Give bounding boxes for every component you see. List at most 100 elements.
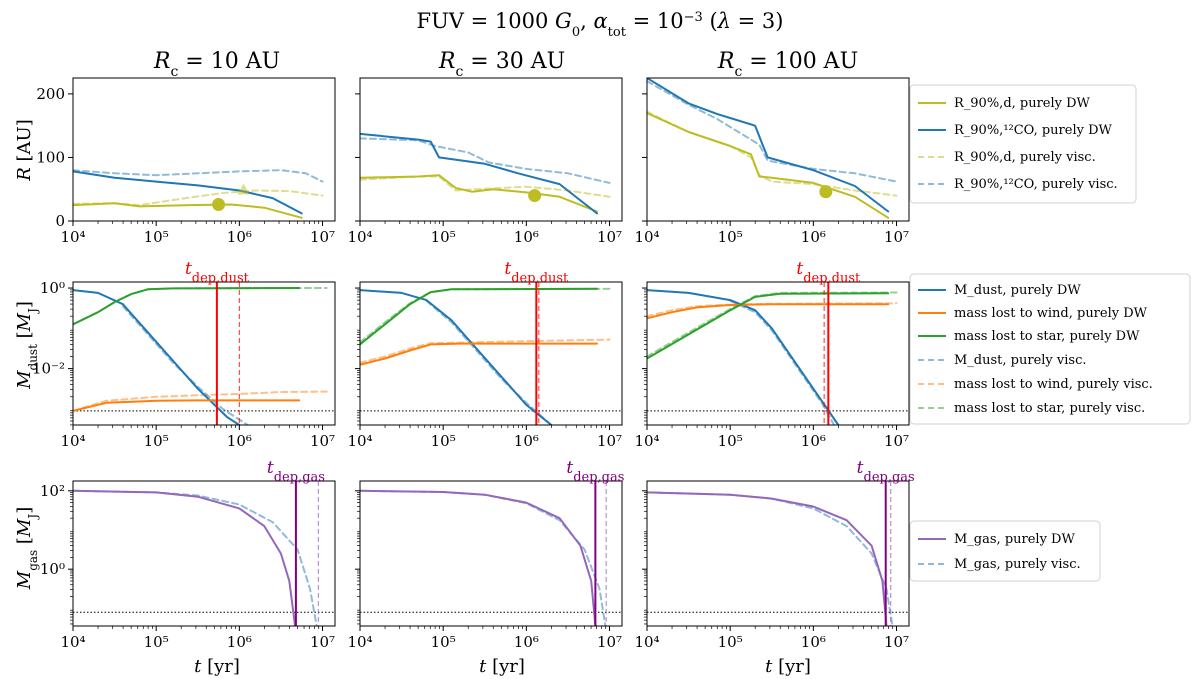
series-line [73,202,303,219]
series-line [647,110,898,197]
legend-label: R_90%,d, purely DW [954,96,1091,111]
x-tick-label: 10⁴ [347,432,372,450]
series-line [360,489,607,626]
panel-dust-0: 10⁴ 10⁵ 10⁶ 10⁷ 10⁰ 10⁻² tdep,dust [32,259,336,450]
legend-label: mass lost to wind, purely DW [954,306,1148,321]
depletion-label: tdep,gas [566,458,624,485]
series-line [425,299,553,425]
series-line [73,287,328,326]
x-tick-label: 10⁷ [597,633,622,651]
depletion-label-subscript: dep,gas [274,470,325,485]
y-tick-label: 10² [40,482,65,500]
panel-plot-area [360,282,622,425]
series-line [73,287,301,326]
series-line [73,169,324,183]
legend-label: mass lost to star, purely visc. [954,401,1145,416]
legend-label: M_dust, purely DW [954,283,1081,298]
y-tick-label: 200 [36,85,65,103]
legend-gas: M_gas, purely DW M_gas, purely visc. [909,520,1101,582]
x-tick-label: 10⁴ [634,633,659,651]
suptitle: FUV = 1000 G0, αtot = 10−3 (λ = 3) [417,9,784,40]
panel-frame [72,281,336,426]
series-line [360,338,611,364]
series-line [73,489,297,626]
panel-plot-area [73,282,335,425]
series-line [729,299,836,425]
x-tick-label: 10⁴ [60,432,85,450]
series-line [647,112,890,219]
panel-plot-area [73,169,324,219]
depletion-label: tdep,dust [185,259,250,286]
y-tick-label: 10⁰ [40,560,65,578]
panel-gas-1: 10⁴ 10⁵ 10⁶ 10⁷ tdep,gas [347,458,624,651]
legend-label: M_gas, purely DW [954,532,1075,547]
x-tick-label: 10⁷ [597,432,622,450]
panel-frame [359,77,623,222]
x-tick-label: 10⁷ [884,633,909,651]
column-title-30au: Rc = 30 AU [438,49,565,80]
depletion-label-subscript: dep,gas [864,470,915,485]
series-line [73,489,318,626]
x-tick-label: 10⁷ [884,228,909,246]
x-tick-label: 10⁴ [347,633,372,651]
x-tick-label: 10⁵ [431,432,456,450]
panel-plot-area [73,481,335,626]
x-tick-label: 10⁴ [60,228,85,246]
xlabel-2: t [yr] [765,656,811,677]
depletion-label: tdep,gas [267,458,325,485]
x-tick-label: 10⁷ [310,228,335,246]
x-tick-label: 10⁶ [801,432,826,450]
series-line [360,174,598,213]
x-tick-label: 10⁴ [634,432,659,450]
depletion-label-symbol: t [185,259,192,279]
series-line [73,289,241,425]
series-line [360,342,598,366]
x-tick-label: 10⁷ [310,633,335,651]
legend-label: M_gas, purely visc. [954,557,1081,572]
x-tick-label: 10⁵ [718,228,743,246]
panel-radius-0: 10⁴ 10⁵ 10⁶ 10⁷ 0 100 200 [36,77,336,246]
series-line [360,132,598,215]
marker-circle [212,197,226,211]
series-line [647,292,890,360]
x-tick-label: 10⁷ [597,228,622,246]
legend-label: mass lost to wind, purely visc. [954,377,1153,392]
y-tick-label: 10⁰ [40,279,65,297]
xlabel-1: t [yr] [479,656,525,677]
legend-label: mass lost to star, purely DW [954,329,1140,344]
marker-triangle [237,183,250,195]
panel-plot-area [360,481,622,626]
panel-frame [646,480,910,627]
panel-plot-area [647,282,909,425]
depletion-label: tdep,dust [504,259,569,286]
depletion-label-symbol: t [504,259,511,279]
depletion-label-symbol: t [796,259,803,279]
x-tick-label: 10⁵ [431,633,456,651]
panel-frame [359,480,623,627]
panel-frame [359,281,623,426]
column-title-100au: Rc = 100 AU [717,49,858,80]
series-line [647,491,894,626]
panel-plot-area [647,481,909,626]
series-line [360,287,598,346]
panels: 10⁴ 10⁵ 10⁶ 10⁷ 0 100 200 10⁴ 10⁵ 10⁶ 10⁷ 10⁴ 10⁵ 10⁶… [32,77,915,651]
x-tick-label: 10⁴ [60,633,85,651]
x-tick-label: 10⁶ [227,228,252,246]
panel-frame [646,281,910,426]
x-tick-label: 10⁶ [514,432,539,450]
ylabel-gas: Mgas [MJ] [14,507,40,590]
depletion-label-symbol: t [267,458,274,478]
x-tick-label: 10⁶ [801,633,826,651]
column-title-10au: Rc = 10 AU [153,49,280,80]
legend-label: R_90%,¹²CO, purely DW [954,123,1113,138]
panel-dust-1: 10⁴ 10⁵ 10⁶ 10⁷ tdep,dust [347,259,623,450]
marker-circle [528,189,542,203]
x-tick-label: 10⁴ [634,228,659,246]
series-line [647,303,890,320]
depletion-label-symbol: t [566,458,573,478]
panel-frame [646,77,910,222]
depletion-label: tdep,gas [857,458,915,485]
x-tick-label: 10⁵ [144,228,169,246]
y-tick-label: 10⁻² [32,360,65,378]
